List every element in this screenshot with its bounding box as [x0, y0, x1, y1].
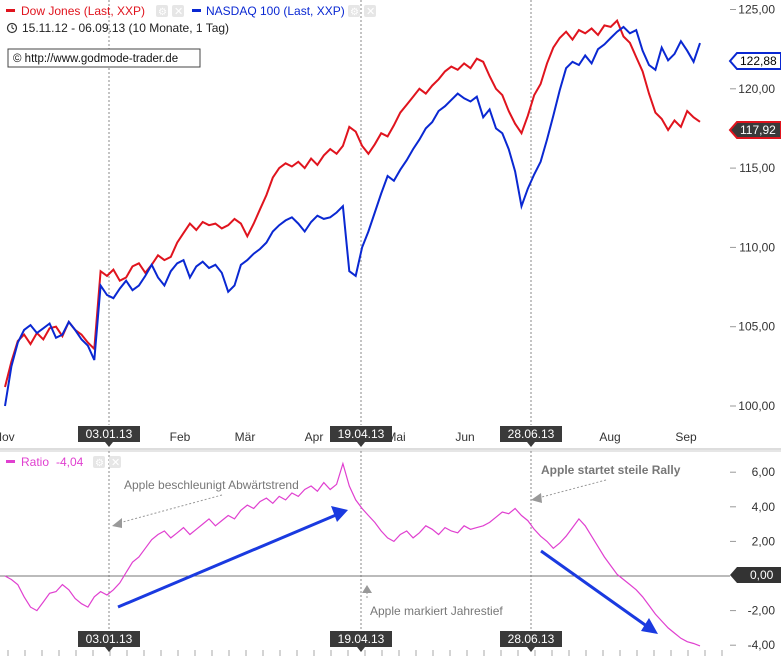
- svg-text:✕: ✕: [174, 6, 183, 18]
- date-marker-box: [330, 631, 392, 647]
- ratio-legend-swatch: [6, 460, 15, 463]
- x-tick-label: Jun: [455, 430, 474, 444]
- x-tick-label: Mär: [235, 430, 256, 444]
- date-marker-label: 03.01.13: [86, 427, 133, 441]
- x-tick-label: Nov: [0, 430, 15, 444]
- x-tick-label: Feb: [170, 430, 191, 444]
- date-marker-box: [78, 631, 140, 647]
- dow-last-value: 117,92: [740, 123, 776, 137]
- y-tick-label-ratio: 4,00: [752, 500, 776, 514]
- clock-icon: [6, 22, 18, 34]
- nasdaq-last-value: 122,88: [740, 54, 777, 68]
- dow-legend-label: Dow Jones (Last, XXP): [21, 4, 145, 18]
- dow-legend-swatch: [6, 9, 15, 12]
- date-marker-pointer: [357, 442, 365, 447]
- date-marker-label: 28.06.13: [508, 427, 555, 441]
- y-tick-label-main: 120,00: [738, 82, 775, 96]
- ratio-settings-icon[interactable]: [93, 456, 105, 468]
- svg-text:✕: ✕: [111, 457, 120, 469]
- nasdaq-settings-icon[interactable]: [348, 5, 360, 17]
- date-markers: 03.01.13 03.01.13 19.04.13 19.04.13 28.06.13…: [78, 426, 562, 652]
- y-tick-label-main: 110,00: [739, 240, 775, 254]
- ratio-series-line: [4, 461, 701, 647]
- dow-close-icon[interactable]: [172, 5, 184, 17]
- x-tick-label: Aug: [599, 430, 620, 444]
- legend-header: Dow Jones (Last, XXP) ⚙ ✕ NASDAQ 100 (La…: [6, 4, 376, 68]
- date-marker-label: 03.01.13: [86, 632, 133, 646]
- uptrend-arrow: [117, 513, 337, 609]
- svg-text:✕: ✕: [366, 6, 375, 18]
- y-tick-label-ratio: 6,00: [752, 465, 776, 479]
- date-marker-box: [330, 426, 392, 442]
- date-marker-pointer: [527, 442, 535, 447]
- annotation-abwaertstrend: Apple beschleunigt Abwärtstrend: [124, 478, 299, 492]
- y-tick-label-ratio: -4,00: [748, 638, 776, 652]
- date-marker-pointer: [357, 647, 365, 652]
- y-axis-ratio: -4,00 -2,00 2,00 4,00 6,00: [730, 465, 775, 652]
- y-tick-label-main: 125,00: [738, 3, 775, 17]
- trend-arrows: [117, 506, 658, 634]
- ratio-zero-value-tag: 0,00: [730, 567, 781, 583]
- svg-text:⚙: ⚙: [350, 7, 359, 18]
- date-marker-pointer: [527, 647, 535, 652]
- svg-text:⚙: ⚙: [95, 458, 104, 469]
- date-marker-box: [78, 426, 140, 442]
- main-panel: [0, 448, 781, 452]
- nasdaq-legend-swatch: [192, 9, 201, 12]
- x-tick-label: Apr: [305, 430, 324, 444]
- downtrend-arrow: [540, 549, 649, 629]
- ratio-legend-label: Ratio: [21, 455, 49, 469]
- dow-settings-icon[interactable]: [156, 5, 168, 17]
- copyright-box: [7, 48, 201, 68]
- downtrend-arrowhead: [641, 618, 658, 634]
- nasdaq-close-icon[interactable]: [364, 5, 376, 17]
- x-tick-label: Sep: [675, 430, 697, 444]
- nasdaq-last-value-tag: 122,88: [728, 52, 781, 70]
- dow-jones-series-line: [4, 18, 701, 388]
- date-marker-label: 28.06.13: [508, 632, 555, 646]
- x-axis: NovFebMärAprMaiJunAugSep: [0, 430, 723, 656]
- y-axis-main: 100,00 105,00 110,00 115,00 120,00 125,00: [730, 3, 775, 413]
- copyright-label: © http://www.godmode-trader.de: [13, 53, 178, 65]
- uptrend-arrowhead: [331, 506, 348, 522]
- date-range-label: 15.11.12 - 06.09.13 (10 Monate, 1 Tag): [22, 21, 229, 35]
- y-tick-label-main: 115,00: [739, 161, 775, 175]
- date-marker-box: [500, 631, 562, 647]
- ratio-zero-value: 0,00: [750, 568, 774, 582]
- svg-text:⚙: ⚙: [158, 7, 167, 18]
- annotation-jahrestief: Apple markiert Jahrestief: [370, 604, 503, 618]
- nasdaq-legend-label: NASDAQ 100 (Last, XXP): [206, 4, 345, 18]
- y-tick-label-ratio: 2,00: [752, 534, 776, 548]
- y-tick-label-main: 100,00: [738, 399, 775, 413]
- annotations: Apple beschleunigt Abwärtstrend Apple st…: [112, 463, 681, 618]
- event-lines: [108, 0, 532, 630]
- date-marker-label: 19.04.13: [338, 427, 385, 441]
- ratio-legend: Ratio -4,04 ⚙ ✕: [6, 455, 121, 469]
- ratio-legend-value: -4,04: [56, 455, 84, 469]
- nasdaq-series-line: [4, 25, 701, 407]
- annotation-rally: Apple startet steile Rally: [541, 463, 681, 477]
- date-marker-label: 19.04.13: [338, 632, 385, 646]
- date-marker-pointer: [105, 442, 113, 447]
- y-tick-label-main: 105,00: [738, 320, 775, 334]
- dow-last-value-tag: 117,92: [728, 121, 781, 139]
- date-marker-box: [500, 426, 562, 442]
- y-tick-label-ratio: -2,00: [748, 604, 776, 618]
- date-marker-pointer: [105, 647, 113, 652]
- ratio-close-icon[interactable]: [109, 456, 121, 468]
